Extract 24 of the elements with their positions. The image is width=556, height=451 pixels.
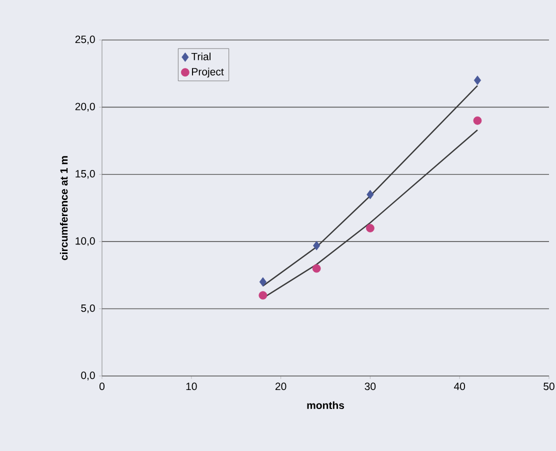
- y-tick-label: 5,0: [81, 304, 95, 314]
- point: [312, 264, 321, 273]
- point: [473, 116, 482, 125]
- point: [258, 291, 268, 300]
- x-tick-label: 40: [454, 382, 466, 390]
- y-tick-label: 20,0: [75, 102, 95, 112]
- y-axis-title: circumference at 1 m: [60, 156, 68, 260]
- x-axis-title: months: [307, 401, 344, 410]
- y-tick-label: 25,0: [75, 36, 95, 44]
- x-tick-label: 30: [364, 382, 376, 390]
- point: [312, 240, 320, 250]
- point: [259, 277, 266, 287]
- point: [366, 190, 374, 200]
- x-tick-label: 20: [275, 382, 286, 390]
- legend-label: Trial: [191, 52, 210, 60]
- y-tick-label: 10,0: [76, 237, 95, 246]
- y-tick-label: 0,0: [81, 372, 95, 380]
- x-tick-label: 10: [186, 382, 197, 390]
- x-tick-label: 50: [544, 382, 554, 390]
- x-tick-label: 0: [99, 382, 105, 390]
- point: [366, 224, 374, 232]
- point: [474, 76, 482, 86]
- legend-label: Project: [192, 68, 224, 78]
- y-tick-label: 15,0: [76, 170, 95, 179]
